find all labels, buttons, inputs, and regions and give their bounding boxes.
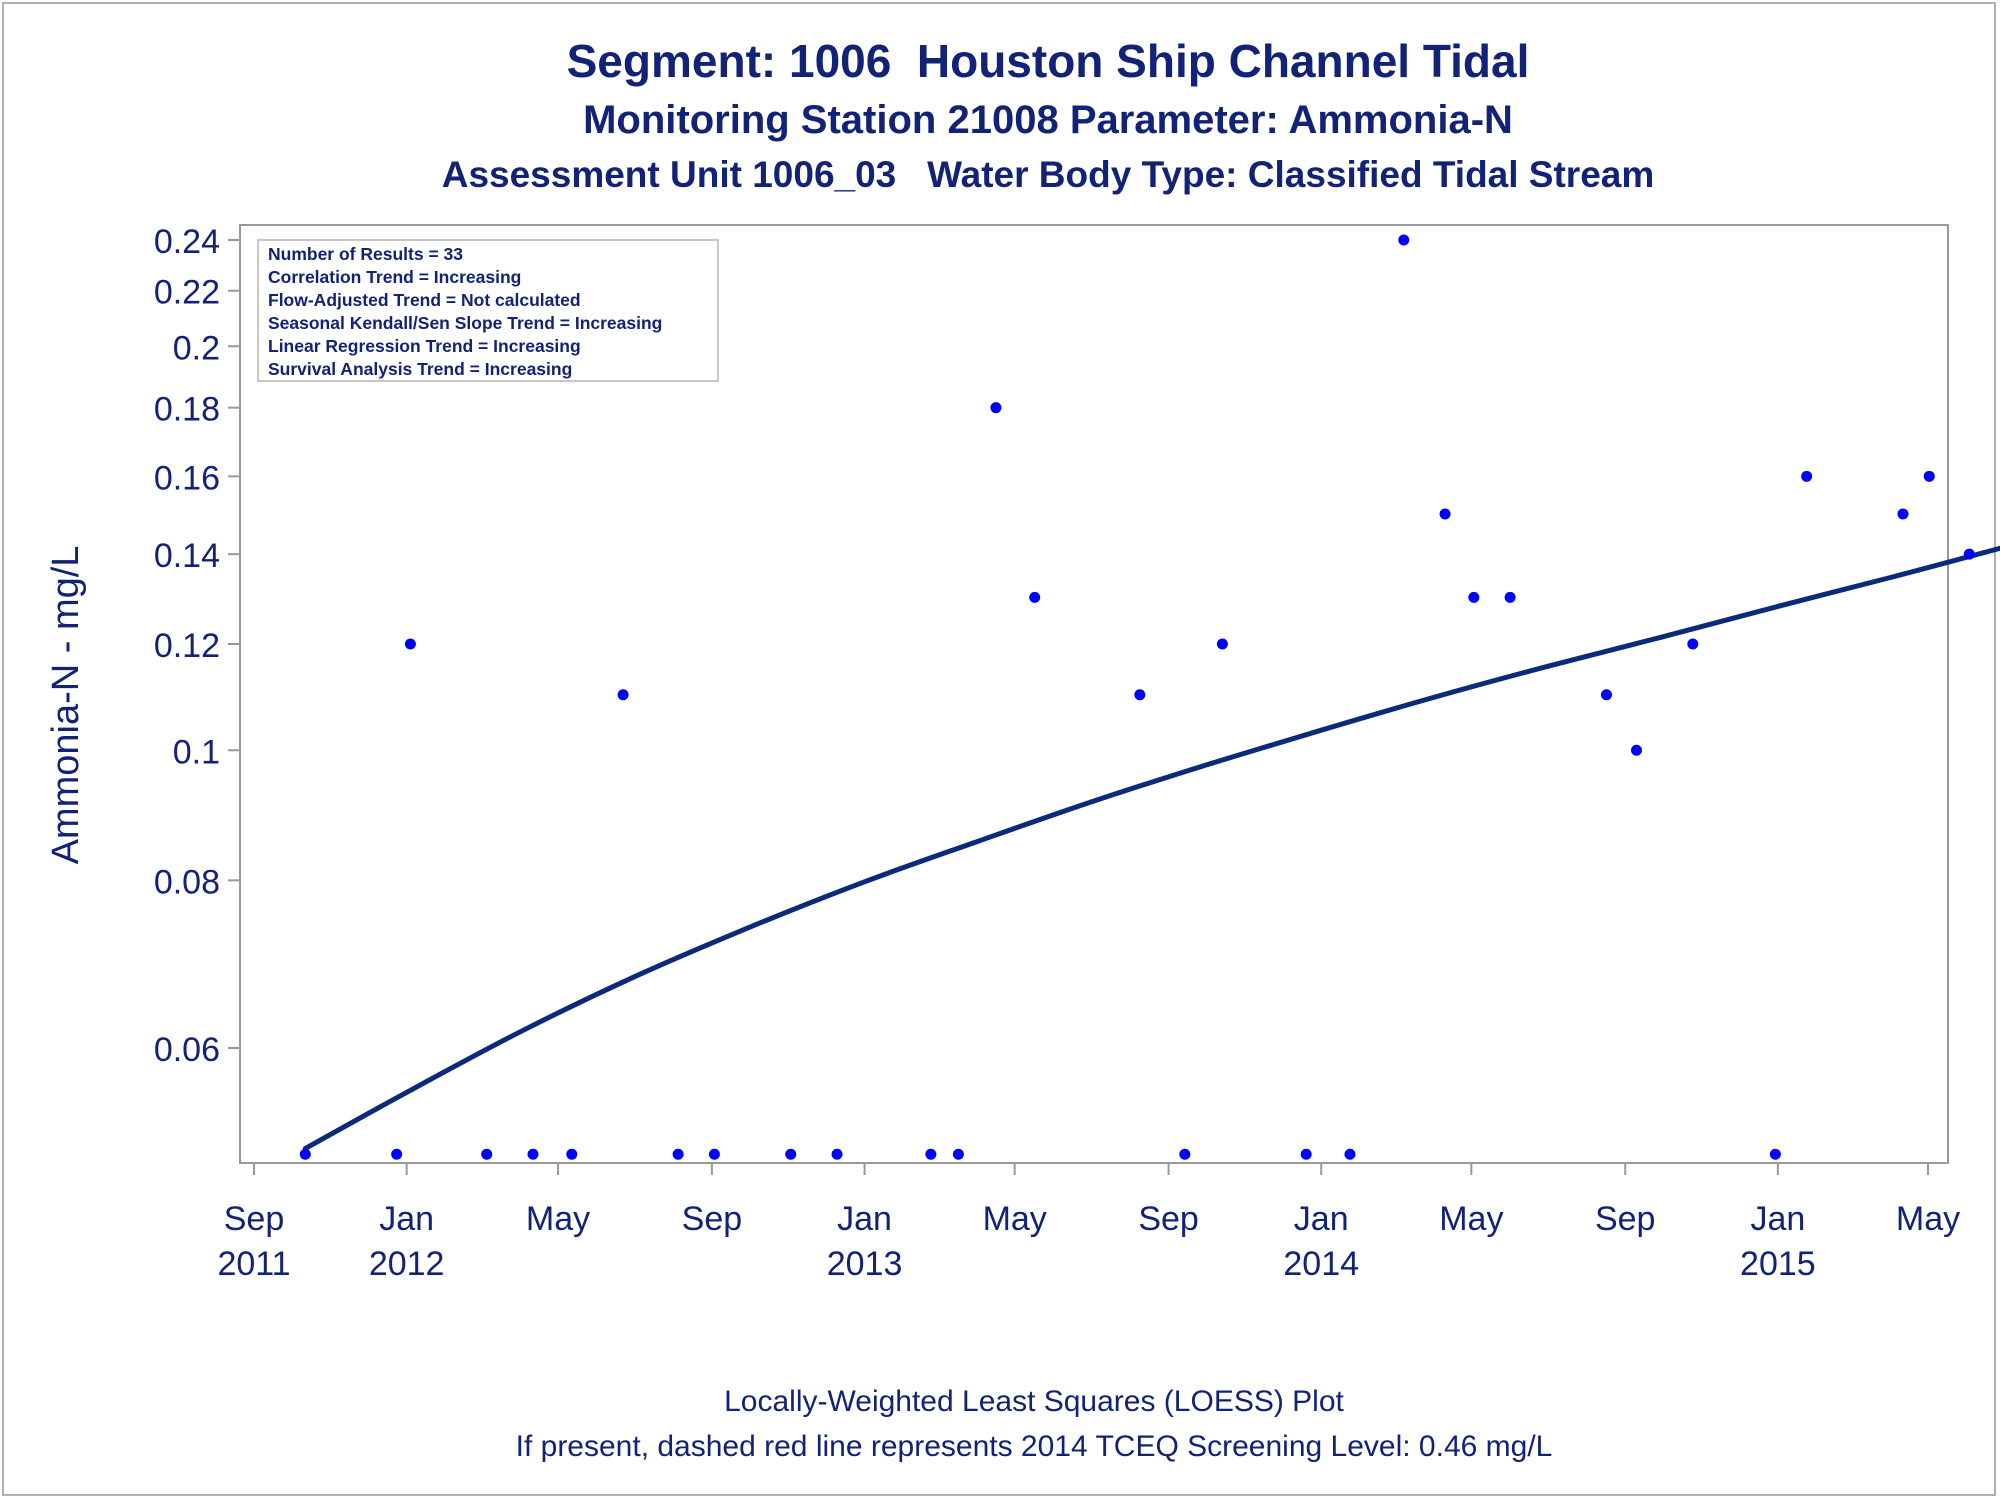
data-point xyxy=(1504,591,1516,603)
data-point xyxy=(481,1148,493,1160)
y-axis-label: Ammonia-N - mg/L xyxy=(45,546,87,865)
data-point xyxy=(566,1148,578,1160)
inset-line-results: Number of Results = 33 xyxy=(268,244,463,264)
plot-area xyxy=(239,224,1949,1164)
x-tick-label-year: 2014 xyxy=(1283,1245,1359,1283)
y-tick-label: 0.12 xyxy=(154,627,220,665)
y-tick-label: 0.24 xyxy=(154,223,220,261)
y-axis: 0.06 0.08 0.1 0.12 0.14 0.16 0.18 0.2 0.22 0.24 xyxy=(154,223,240,1069)
x-tick-label-year: 2012 xyxy=(369,1245,445,1283)
data-point xyxy=(1344,1148,1356,1160)
x-tick-label-month: Jan xyxy=(379,1200,434,1238)
data-point xyxy=(1300,1148,1312,1160)
chart-subtitle-assessment: Assessment Unit 1006_03 Water Body Type:… xyxy=(441,154,1655,195)
loess-layer xyxy=(302,545,2000,1151)
inset-line-seasonal-kendall: Seasonal Kendall/Sen Slope Trend = Incre… xyxy=(268,313,662,333)
data-point xyxy=(831,1148,843,1160)
y-tick-label: 0.2 xyxy=(173,329,220,367)
data-point xyxy=(1179,1148,1191,1160)
data-point xyxy=(299,1148,311,1160)
x-tick-label-month: May xyxy=(983,1200,1047,1238)
data-point xyxy=(1398,234,1410,246)
trend-summary-box: Number of Results = 33 Correlation Trend… xyxy=(257,239,719,382)
y-tick-label: 0.22 xyxy=(154,274,220,312)
footer-plot-type: Locally-Weighted Least Squares (LOESS) P… xyxy=(724,1385,1344,1418)
data-point xyxy=(785,1148,797,1160)
x-tick-label-month: Jan xyxy=(1294,1200,1349,1238)
data-point xyxy=(1687,638,1699,650)
footer-screening-note: If present, dashed red line represents 2… xyxy=(515,1430,1553,1463)
data-point xyxy=(1029,591,1041,603)
loess-trend-line xyxy=(302,545,2000,1151)
x-tick-label-year: 2013 xyxy=(827,1245,903,1283)
x-tick-label-month: Sep xyxy=(682,1200,743,1238)
data-point xyxy=(1630,744,1642,756)
chart-title: Segment: 1006 Houston Ship Channel Tidal xyxy=(566,35,1530,87)
y-tick-label: 0.14 xyxy=(154,537,220,575)
x-tick-label-month: Jan xyxy=(837,1200,892,1238)
data-point xyxy=(1801,470,1813,482)
y-tick-label: 0.08 xyxy=(154,863,220,901)
x-tick-label-month: Jan xyxy=(1750,1200,1805,1238)
data-point xyxy=(1600,689,1612,701)
data-point xyxy=(925,1148,937,1160)
inset-line-flow-adjusted: Flow-Adjusted Trend = Not calculated xyxy=(268,290,581,310)
data-point xyxy=(404,638,416,650)
data-point xyxy=(1134,689,1146,701)
inset-line-survival-analysis: Survival Analysis Trend = Increasing xyxy=(268,359,572,379)
inset-line-correlation: Correlation Trend = Increasing xyxy=(268,267,521,287)
data-point xyxy=(1468,591,1480,603)
data-point xyxy=(672,1148,684,1160)
x-axis: Sep 2011 Jan 2012 May Sep Jan 2013 May Sep Jan 2014… xyxy=(217,1163,1960,1283)
points-layer xyxy=(299,234,1975,1160)
data-point xyxy=(391,1148,403,1160)
data-point xyxy=(1216,638,1228,650)
x-tick-label-year: 2015 xyxy=(1740,1245,1816,1283)
data-point xyxy=(527,1148,539,1160)
data-point xyxy=(990,402,1002,414)
y-tick-label: 0.16 xyxy=(154,459,220,497)
y-tick-label: 0.06 xyxy=(154,1031,220,1069)
data-point xyxy=(617,689,629,701)
y-tick-label: 0.18 xyxy=(154,391,220,429)
chart-subtitle-station: Monitoring Station 21008 Parameter: Ammo… xyxy=(583,98,1513,142)
data-point xyxy=(952,1148,964,1160)
x-tick-label-month: May xyxy=(1896,1200,1960,1238)
x-tick-label-month: May xyxy=(1439,1200,1503,1238)
x-tick-label-month: Sep xyxy=(224,1200,285,1238)
data-point xyxy=(1963,548,1975,560)
x-tick-label-month: May xyxy=(526,1200,590,1238)
trend-summary-border xyxy=(257,239,719,382)
x-tick-label-month: Sep xyxy=(1138,1200,1199,1238)
data-point xyxy=(1897,508,1909,520)
x-tick-label-month: Sep xyxy=(1595,1200,1656,1238)
data-point xyxy=(1769,1148,1781,1160)
data-point xyxy=(708,1148,720,1160)
data-point xyxy=(1923,470,1935,482)
inset-line-linear-regression: Linear Regression Trend = Increasing xyxy=(268,336,581,356)
x-tick-label-year: 2011 xyxy=(217,1245,290,1283)
y-tick-label: 0.1 xyxy=(173,733,220,771)
data-point xyxy=(1439,508,1451,520)
